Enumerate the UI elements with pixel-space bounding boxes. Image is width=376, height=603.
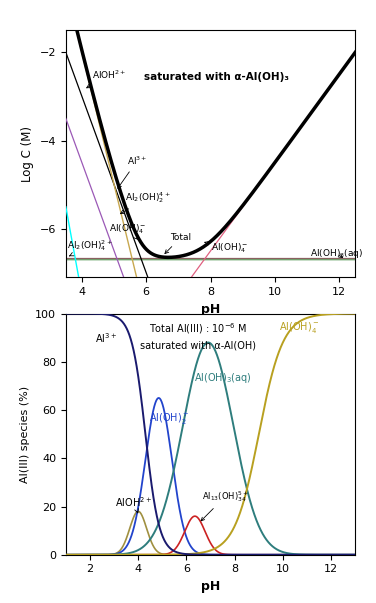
Text: Al(OH)$_4^-$: Al(OH)$_4^-$ bbox=[109, 222, 147, 239]
Y-axis label: Al(III) species (%): Al(III) species (%) bbox=[20, 385, 30, 483]
Text: Al(OH)$_3$(aq): Al(OH)$_3$(aq) bbox=[310, 247, 364, 260]
Text: saturated with α-Al(OH)₃: saturated with α-Al(OH)₃ bbox=[144, 72, 290, 81]
Text: Al$_2$(OH)$_2^{4+}$: Al$_2$(OH)$_2^{4+}$ bbox=[120, 190, 171, 213]
X-axis label: pH: pH bbox=[201, 580, 220, 593]
Text: Al(OH)$_4^-$: Al(OH)$_4^-$ bbox=[279, 320, 320, 335]
Text: AlOH$^{2+}$: AlOH$^{2+}$ bbox=[115, 494, 152, 513]
Text: Al(OH)$_4^-$: Al(OH)$_4^-$ bbox=[205, 241, 248, 256]
Text: AlOH$^{2+}$: AlOH$^{2+}$ bbox=[87, 68, 126, 88]
Text: Al$_2$(OH)$_4^{2+}$: Al$_2$(OH)$_4^{2+}$ bbox=[67, 238, 113, 256]
Text: Al$^{3+}$: Al$^{3+}$ bbox=[118, 154, 147, 188]
Text: Al(OH)$_2^+$: Al(OH)$_2^+$ bbox=[149, 411, 189, 427]
Text: Total Al(III) : 10$^{-6}$ M: Total Al(III) : 10$^{-6}$ M bbox=[149, 321, 247, 336]
Text: Al$_{13}$(OH)$_{34}^{5+}$: Al$_{13}$(OH)$_{34}^{5+}$ bbox=[201, 489, 249, 521]
X-axis label: pH: pH bbox=[201, 303, 220, 315]
Text: Total: Total bbox=[165, 233, 191, 253]
Text: Al$^{3+}$: Al$^{3+}$ bbox=[95, 330, 117, 344]
Text: Al(OH)$_3$(aq): Al(OH)$_3$(aq) bbox=[194, 371, 251, 385]
Y-axis label: Log C (M): Log C (M) bbox=[21, 126, 34, 182]
Text: saturated with α-Al(OH): saturated with α-Al(OH) bbox=[141, 340, 256, 350]
